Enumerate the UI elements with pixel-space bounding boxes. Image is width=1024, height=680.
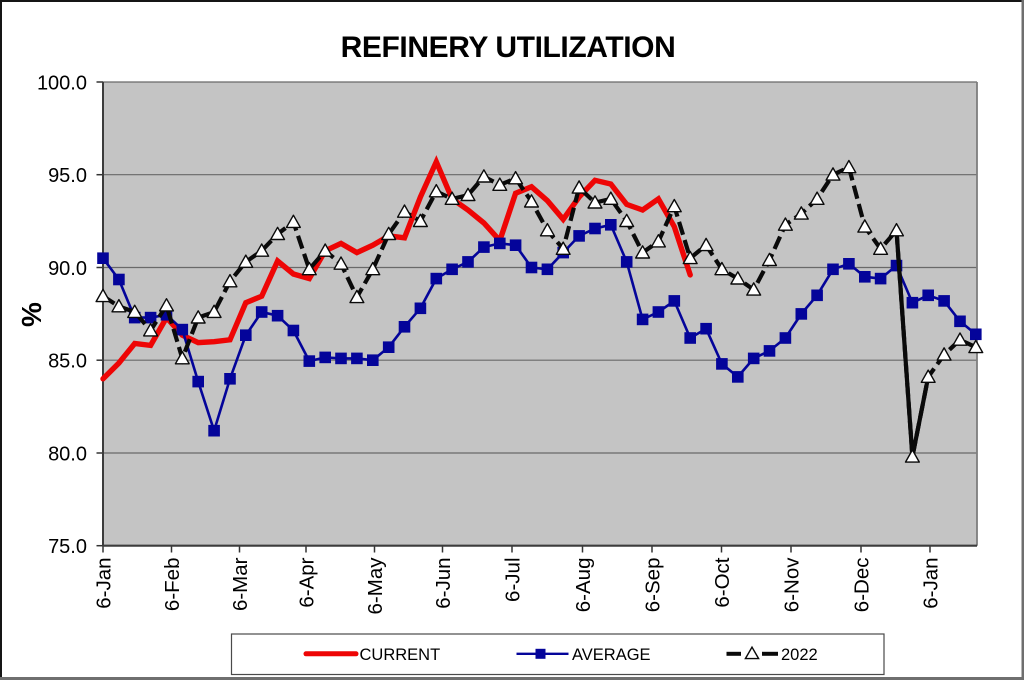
svg-text:95.0: 95.0 [48,165,87,187]
svg-text:6-Jan: 6-Jan [920,558,943,609]
svg-text:6-May: 6-May [364,557,387,615]
svg-text:6-Nov: 6-Nov [781,557,804,612]
svg-text:2022: 2022 [781,646,818,664]
svg-text:AVERAGE: AVERAGE [572,646,651,664]
svg-text:6-Jun: 6-Jun [432,558,455,609]
svg-text:75.0: 75.0 [48,536,87,558]
svg-text:90.0: 90.0 [48,258,87,280]
svg-text:6-Sep: 6-Sep [642,558,665,613]
svg-text:%: % [16,302,47,327]
svg-text:6-Jul: 6-Jul [502,558,525,602]
svg-text:6-Aug: 6-Aug [572,558,595,613]
svg-text:6-Feb: 6-Feb [161,558,184,612]
svg-text:6-Oct: 6-Oct [711,557,734,607]
svg-text:CURRENT: CURRENT [360,646,441,664]
svg-text:6-Apr: 6-Apr [296,557,319,607]
svg-text:85.0: 85.0 [48,351,87,373]
svg-text:REFINERY UTILIZATION: REFINERY UTILIZATION [341,31,676,64]
svg-text:6-Mar: 6-Mar [229,557,252,611]
svg-text:6-Jan: 6-Jan [93,558,116,609]
svg-text:6-Dec: 6-Dec [851,558,874,613]
svg-text:80.0: 80.0 [48,443,87,465]
svg-text:100.0: 100.0 [37,72,87,94]
